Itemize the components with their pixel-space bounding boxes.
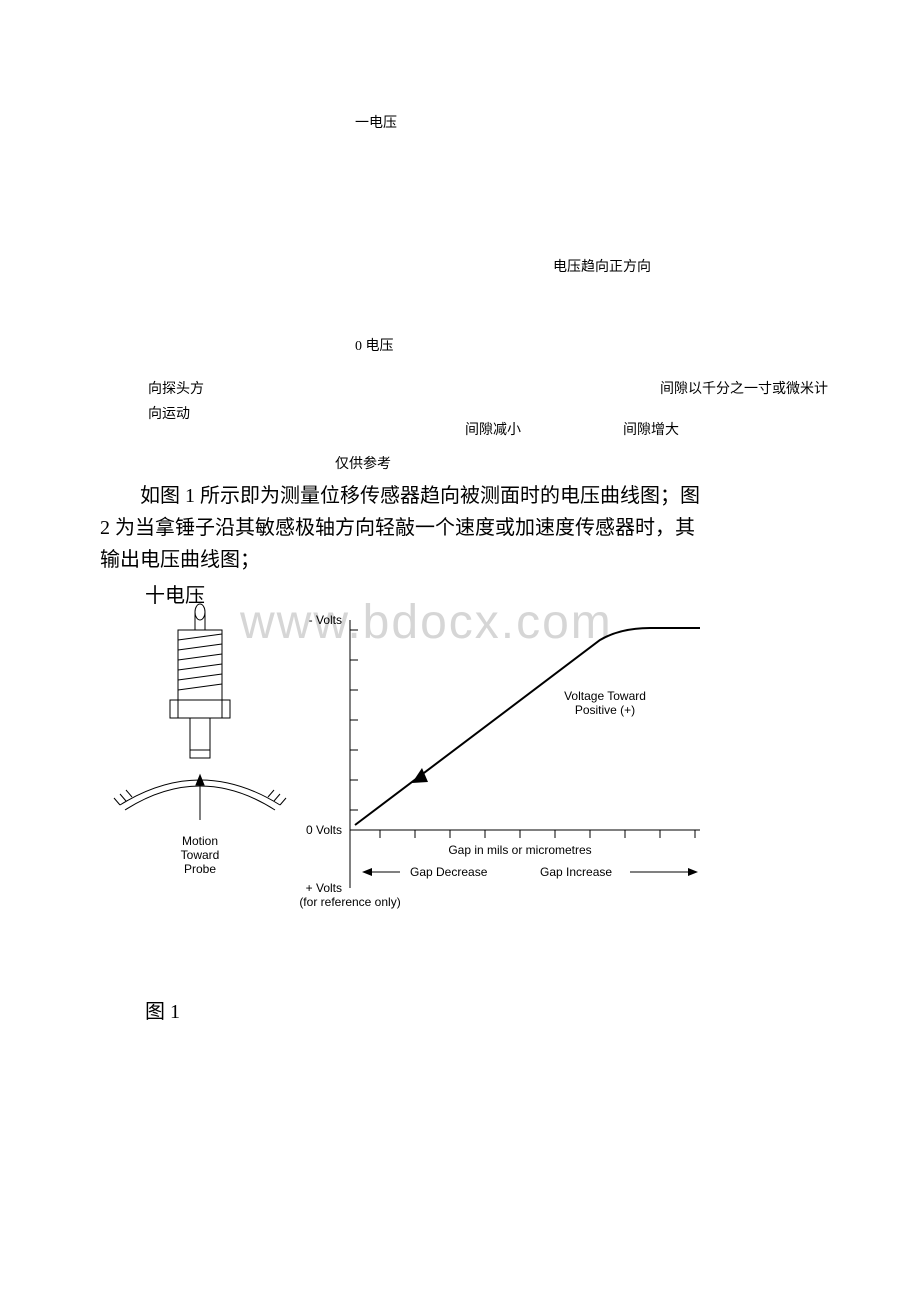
- para-l1: 如图 1 所示即为测量位移传感器趋向被测面时的电压曲线图；图: [140, 485, 700, 507]
- fig1-gap-dec: Gap Decrease: [410, 865, 488, 879]
- label-zero-voltage: 0 电压: [355, 335, 394, 355]
- fig1-plus-volts: + Volts: [306, 881, 342, 895]
- fig1-neg-volts: - Volts: [309, 613, 342, 627]
- label-gap-increase: 间隙增大: [623, 419, 679, 439]
- para-indent: [100, 485, 140, 507]
- fig1-motion-l2: Toward: [181, 848, 220, 862]
- para-l2: 2 为当拿锤子沿其敏感极轴方向轻敲一个速度或加速度传感器时，其: [100, 517, 695, 539]
- fig1-ref-only: (for reference only): [299, 895, 400, 909]
- label-ref-only: 仅供参考: [335, 453, 391, 473]
- fig1-motion-l3: Probe: [184, 862, 216, 876]
- para-l3: 输出电压曲线图；: [100, 549, 260, 571]
- label-motion-l2: 向运动: [148, 403, 190, 423]
- fig1-caption: 图 1: [145, 995, 180, 1024]
- label-gap-decrease: 间隙减小: [465, 419, 521, 439]
- fig1-zero-volts: 0 Volts: [306, 823, 342, 837]
- label-gap-units: 间隙以千分之一寸或微米计: [660, 378, 828, 398]
- label-voltage-positive: 电压趋向正方向: [553, 256, 651, 276]
- paragraph: 如图 1 所示即为测量位移传感器趋向被测面时的电压曲线图；图 2 为当拿锤子沿其…: [100, 480, 820, 576]
- label-neg-voltage: 一电压: [355, 112, 397, 132]
- fig1-gap-axis: Gap in mils or micrometres: [448, 843, 591, 857]
- figure1-svg: Motion Toward Probe: [100, 600, 740, 950]
- fig1-vtoward-l1: Voltage Toward: [564, 689, 646, 703]
- fig1-gap-inc: Gap Increase: [540, 865, 612, 879]
- fig1-vtoward-l2: Positive (+): [575, 703, 635, 717]
- label-motion-l1: 向探头方: [148, 378, 204, 398]
- fig1-motion-l1: Motion: [182, 834, 218, 848]
